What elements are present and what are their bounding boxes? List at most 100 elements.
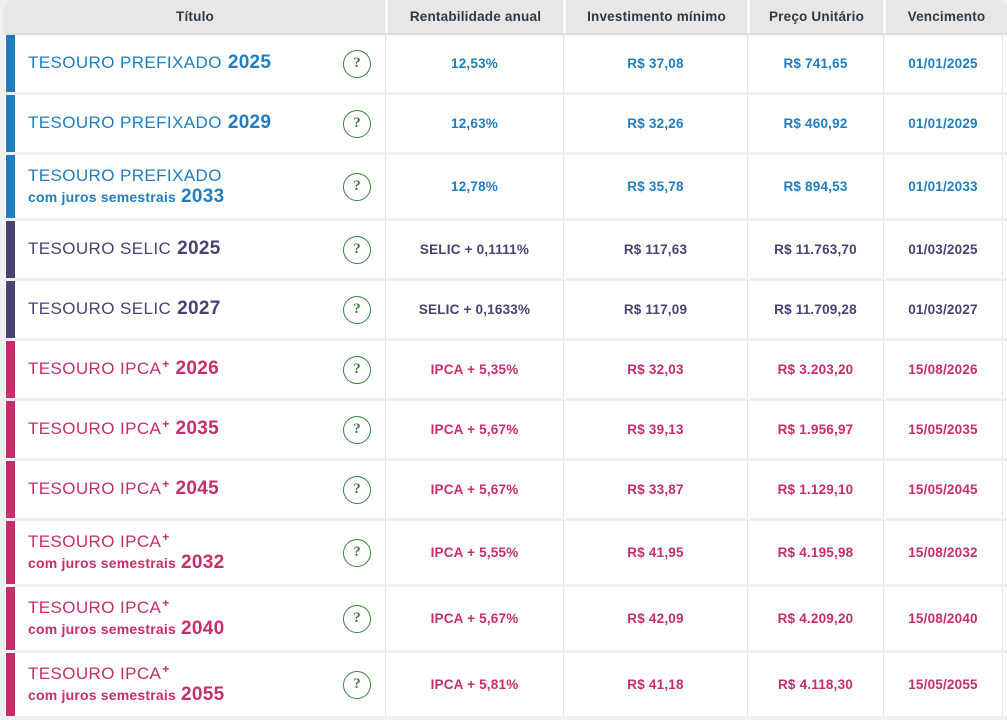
help-icon[interactable]: ? [343, 295, 371, 324]
help-icon[interactable]: ? [343, 670, 371, 699]
unit-price-value: R$ 1.129,10 [747, 461, 883, 518]
bond-row[interactable]: TESOURO PREFIXADO 2025 ? 12,53% R$ 37,08 … [5, 35, 1007, 92]
bond-year: 2032 [180, 552, 225, 573]
maturity-date: 15/05/2045 [883, 461, 1002, 518]
bond-color-bar [6, 587, 15, 650]
maturity-date: 01/03/2027 [883, 281, 1002, 338]
bond-row[interactable]: TESOURO IPCA+ 2026 ? IPCA + 5,35% R$ 32,0… [5, 341, 1007, 398]
annual-yield-value: IPCA + 5,81% [385, 653, 563, 716]
help-icon[interactable]: ? [343, 49, 371, 78]
bond-color-bar [6, 35, 15, 92]
bond-row[interactable]: TESOURO IPCA+ 2045 ? IPCA + 5,67% R$ 33,8… [5, 461, 1007, 518]
ipca-plus-superscript: + [162, 595, 170, 610]
bond-title-cell[interactable]: TESOURO IPCA+ com juros semestrais 2040 ? [5, 587, 385, 650]
min-investment-value: R$ 32,26 [563, 95, 747, 152]
bond-color-bar [6, 521, 15, 584]
column-header-rentabilidade-anual: Rentabilidade anual [385, 0, 563, 33]
bond-name: TESOURO PREFIXADO [28, 113, 222, 132]
bond-subtitle: com juros semestrais [28, 687, 176, 703]
bond-color-bar [6, 221, 15, 278]
min-investment-value: R$ 117,63 [563, 221, 747, 278]
bond-name: TESOURO IPCA [28, 479, 162, 498]
bond-row[interactable]: TESOURO IPCA+ com juros semestrais 2055 ?… [5, 653, 1007, 716]
bond-title: TESOURO IPCA+ com juros semestrais 2040 [28, 595, 224, 639]
row-right-spacer [1002, 461, 1007, 518]
help-icon[interactable]: ? [343, 355, 371, 384]
bond-row[interactable]: TESOURO SELIC 2027 ? SELIC + 0,1633% R$ 1… [5, 281, 1007, 338]
row-right-spacer [1002, 341, 1007, 398]
help-icon[interactable]: ? [343, 172, 371, 201]
annual-yield-value: 12,63% [385, 95, 563, 152]
bond-title-cell[interactable]: TESOURO IPCA+ 2035 ? [5, 401, 385, 458]
bond-name: TESOURO SELIC [28, 299, 172, 318]
ipca-plus-superscript: + [162, 416, 170, 431]
bond-title-cell[interactable]: TESOURO PREFIXADO 2025 ? [5, 35, 385, 92]
annual-yield-value: IPCA + 5,67% [385, 587, 563, 650]
bond-title-cell[interactable]: TESOURO IPCA+ 2045 ? [5, 461, 385, 518]
bond-year: 2025 [227, 52, 272, 73]
help-icon[interactable]: ? [343, 415, 371, 444]
bond-title: TESOURO IPCA+ 2035 [28, 416, 219, 440]
bond-price-table: Título Rentabilidade anual Investimento … [5, 0, 1007, 716]
maturity-date: 15/05/2035 [883, 401, 1002, 458]
help-icon[interactable]: ? [343, 109, 371, 138]
min-investment-value: R$ 42,09 [563, 587, 747, 650]
bond-color-bar [6, 95, 15, 152]
bond-year: 2055 [180, 684, 225, 705]
bond-year: 2029 [227, 112, 272, 133]
bond-row[interactable]: TESOURO IPCA+ 2035 ? IPCA + 5,67% R$ 39,1… [5, 401, 1007, 458]
row-right-spacer [1002, 95, 1007, 152]
bond-title: TESOURO IPCA+ com juros semestrais 2055 [28, 663, 225, 705]
bond-row[interactable]: TESOURO PREFIXADO com juros semestrais 20… [5, 155, 1007, 218]
bond-name: TESOURO IPCA [28, 419, 162, 438]
bond-title: TESOURO IPCA+ com juros semestrais 2032 [28, 531, 225, 573]
min-investment-value: R$ 32,03 [563, 341, 747, 398]
unit-price-value: R$ 894,53 [747, 155, 883, 218]
maturity-date: 15/08/2026 [883, 341, 1002, 398]
column-header-titulo: Título [176, 9, 214, 24]
unit-price-value: R$ 1.956,97 [747, 401, 883, 458]
bond-name: TESOURO IPCA [28, 359, 162, 378]
bond-title-cell[interactable]: TESOURO PREFIXADO com juros semestrais 20… [5, 155, 385, 218]
bond-title-cell[interactable]: TESOURO IPCA+ com juros semestrais 2032 ? [5, 521, 385, 584]
bond-title-cell[interactable]: TESOURO IPCA+ com juros semestrais 2055 ? [5, 653, 385, 716]
row-right-spacer [1002, 587, 1007, 650]
help-icon[interactable]: ? [343, 538, 371, 567]
bond-color-bar [6, 401, 15, 458]
annual-yield-value: IPCA + 5,67% [385, 461, 563, 518]
bond-title-cell[interactable]: TESOURO SELIC 2025 ? [5, 221, 385, 278]
bond-name: TESOURO IPCA [28, 664, 162, 683]
bond-row[interactable]: TESOURO SELIC 2025 ? SELIC + 0,1111% R$ 1… [5, 221, 1007, 278]
bond-year: 2035 [175, 418, 219, 439]
maturity-date: 01/01/2025 [883, 35, 1002, 92]
row-right-spacer [1002, 521, 1007, 584]
bond-year: 2033 [180, 186, 225, 207]
help-icon[interactable]: ? [343, 604, 371, 633]
bond-year: 2045 [175, 478, 219, 499]
min-investment-value: R$ 117,09 [563, 281, 747, 338]
help-icon[interactable]: ? [343, 235, 371, 264]
annual-yield-value: 12,78% [385, 155, 563, 218]
bond-row[interactable]: TESOURO PREFIXADO 2029 ? 12,63% R$ 32,26 … [5, 95, 1007, 152]
bond-title-cell[interactable]: TESOURO IPCA+ 2026 ? [5, 341, 385, 398]
bond-color-bar [6, 281, 15, 338]
bond-title: TESOURO PREFIXADO 2029 [28, 113, 271, 134]
bond-row[interactable]: TESOURO IPCA+ com juros semestrais 2032 ?… [5, 521, 1007, 584]
bond-title-cell[interactable]: TESOURO PREFIXADO 2029 ? [5, 95, 385, 152]
bond-subtitle: com juros semestrais [28, 621, 176, 637]
bond-title-cell[interactable]: TESOURO SELIC 2027 ? [5, 281, 385, 338]
bond-name: TESOURO PREFIXADO [28, 166, 222, 185]
bond-title: TESOURO SELIC 2025 [28, 239, 221, 260]
unit-price-value: R$ 4.209,20 [747, 587, 883, 650]
annual-yield-value: IPCA + 5,55% [385, 521, 563, 584]
column-header-preco-unitario: Preço Unitário [747, 0, 883, 33]
bond-name: TESOURO PREFIXADO [28, 53, 222, 72]
help-icon[interactable]: ? [343, 475, 371, 504]
bond-title: TESOURO IPCA+ 2045 [28, 478, 219, 500]
bond-name: TESOURO IPCA [28, 598, 162, 617]
bond-color-bar [6, 653, 15, 716]
bond-row[interactable]: TESOURO IPCA+ com juros semestrais 2040 ?… [5, 587, 1007, 650]
unit-price-value: R$ 3.203,20 [747, 341, 883, 398]
bond-color-bar [6, 341, 15, 398]
bond-title: TESOURO IPCA+ 2026 [28, 358, 219, 380]
